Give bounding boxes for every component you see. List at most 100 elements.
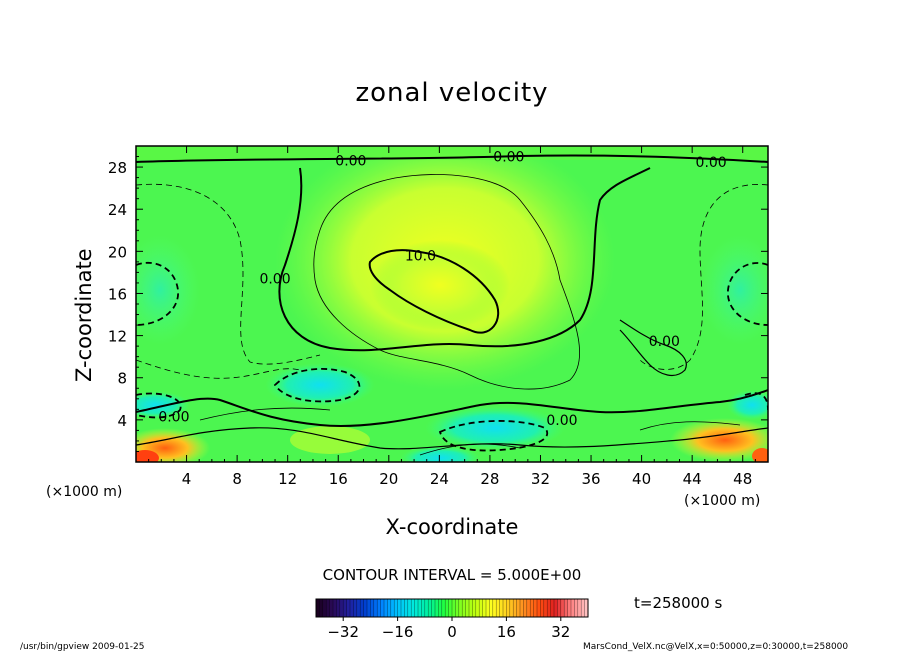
colorbar-cell (360, 599, 365, 617)
x-axis-ticks: 4 8 12 16 20 24 28 32 36 40 44 48 (148, 146, 756, 488)
y-tick-label: 8 (117, 370, 127, 388)
colorbar-tick-label: 16 (497, 623, 516, 641)
colorbar-cell (397, 599, 402, 617)
colorbar-cell (530, 599, 535, 617)
colorbar-cell (407, 599, 412, 617)
colorbar-cell (469, 599, 473, 617)
colorbar-cell (373, 599, 378, 617)
chart-title: zonal velocity (355, 78, 549, 108)
contour-label: 0.00 (158, 410, 189, 426)
colorbar-cell (336, 599, 341, 617)
colorbar-cell (458, 599, 463, 617)
x-tick-label: 4 (182, 470, 192, 488)
colorbar-cell (574, 599, 579, 617)
colorbar-cell (499, 599, 504, 617)
colorbar-tick-label: 0 (447, 623, 457, 641)
x-axis-label: X-coordinate (385, 515, 519, 539)
y-tick-label: 12 (108, 328, 127, 346)
colorbar-cell (472, 599, 477, 617)
colorbar-cell (367, 599, 371, 617)
colorbar-cell (537, 599, 541, 617)
colorbar-cell (394, 599, 399, 617)
colorbar-cell (506, 599, 511, 617)
colorbar-tick-label: −16 (382, 623, 414, 641)
colorbar-cell (387, 599, 392, 617)
colorbar: −32 −16 0 16 32 (315, 598, 589, 641)
colorbar-cell (343, 599, 348, 617)
colorbar-cell (503, 599, 507, 617)
colorbar-cell (455, 599, 460, 617)
colorbar-cell (404, 599, 409, 617)
colorbar-cell (584, 599, 589, 617)
colorbar-cell (319, 599, 324, 617)
x-tick-label: 36 (581, 470, 600, 488)
x-tick-label: 32 (531, 470, 550, 488)
x-unit-label-left: (×1000 m) (46, 484, 123, 500)
colorbar-cell (533, 599, 538, 617)
colorbar-cell (571, 599, 575, 617)
colorbar-cell (452, 599, 456, 617)
colorbar-cell (411, 599, 416, 617)
colorbar-cell (380, 599, 385, 617)
velocity-field (136, 146, 768, 462)
colorbar-tick-label: 32 (551, 623, 570, 641)
colorbar-cell (489, 599, 494, 617)
colorbar-cell (438, 599, 443, 617)
colorbar-cell (346, 599, 351, 617)
colorbar-tick-label: −32 (327, 623, 359, 641)
colorbar-cell (329, 599, 334, 617)
colorbar-cell (428, 599, 433, 617)
contour-labels: 0.00 0.00 0.00 0.00 10.0 0.00 0.00 0.00 (158, 150, 726, 429)
time-label: t=258000 s (634, 594, 723, 612)
colorbar-cell (523, 599, 528, 617)
x-tick-label: 16 (329, 470, 348, 488)
y-tick-label: 20 (108, 243, 127, 261)
colorbar-cell (384, 599, 388, 617)
colorbar-cell (441, 599, 446, 617)
colorbar-cell (356, 599, 361, 617)
colorbar-cell (353, 599, 358, 617)
contour-label: 0.00 (259, 272, 290, 288)
colorbar-cell (482, 599, 487, 617)
x-tick-label: 24 (430, 470, 449, 488)
colorbar-cell (316, 599, 320, 617)
contour-label: 0.00 (649, 334, 680, 350)
x-tick-label: 28 (480, 470, 499, 488)
colorbar-cell (339, 599, 344, 617)
colorbar-cell (462, 599, 467, 617)
colorbar-cell (465, 599, 470, 617)
colorbar-cell (424, 599, 429, 617)
x-tick-label: 40 (632, 470, 651, 488)
colorbar-cell (431, 599, 436, 617)
colorbar-cell (496, 599, 501, 617)
colorbar-cell (333, 599, 337, 617)
colorbar-cell (418, 599, 422, 617)
colorbar-cell (581, 599, 586, 617)
colorbar-cell (520, 599, 524, 617)
x-tick-label: 48 (733, 470, 752, 488)
colorbar-cell (435, 599, 439, 617)
x-tick-label: 8 (232, 470, 242, 488)
colorbar-cell (513, 599, 518, 617)
footer-program-info: /usr/bin/gpview 2009-01-25 (20, 642, 145, 652)
y-tick-label: 16 (108, 285, 127, 303)
colorbar-cell (421, 599, 426, 617)
y-axis-ticks: 4 8 12 16 20 24 28 (108, 156, 768, 452)
colorbar-cell (540, 599, 545, 617)
colorbar-cell (475, 599, 480, 617)
colorbar-cell (414, 599, 419, 617)
contour-label: 0.00 (696, 155, 727, 171)
colorbar-cell (479, 599, 484, 617)
colorbar-cell (554, 599, 558, 617)
colorbar-cell (492, 599, 497, 617)
y-tick-label: 28 (108, 159, 127, 177)
colorbar-cell (560, 599, 565, 617)
contour-label: 0.00 (335, 154, 366, 170)
colorbar-cell (516, 599, 521, 617)
colorbar-cell (486, 599, 490, 617)
colorbar-cell (550, 599, 555, 617)
colorbar-cell (509, 599, 514, 617)
contour-label: 10.0 (405, 249, 436, 265)
colorbar-cell (445, 599, 450, 617)
colorbar-cell (567, 599, 572, 617)
